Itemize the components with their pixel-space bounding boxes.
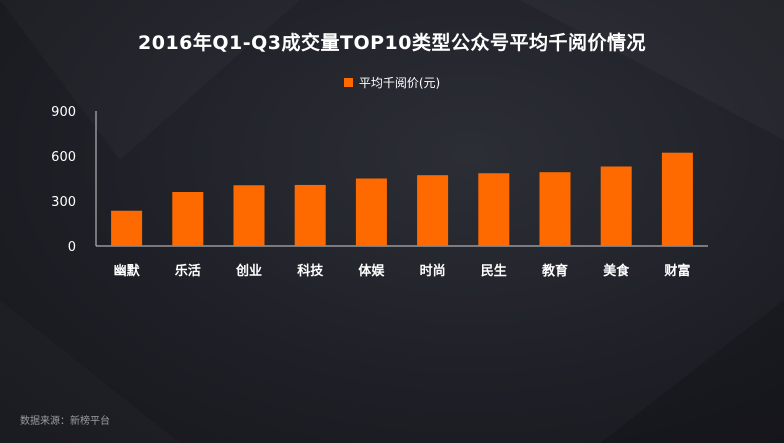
x-tick-label: 财富 [664,263,690,279]
bar-时尚 [417,175,449,246]
legend-label: 平均千阅价(元) [358,76,441,90]
bar-科技 [294,184,326,246]
x-tick-label: 体娱 [358,263,385,279]
x-tick-label: 创业 [235,263,262,279]
bar-体娱 [355,178,387,246]
legend: 平均千阅价(元) [0,74,784,91]
x-tick-label: 教育 [541,263,568,279]
bar-幽默 [111,210,143,246]
y-tick-label: 600 [51,150,76,165]
x-tick-label: 幽默 [114,263,141,279]
y-tick-label: 900 [51,105,76,120]
bar-民生 [478,173,510,246]
x-tick-label: 乐活 [175,263,201,279]
x-tick-label: 美食 [603,263,630,279]
chart-title: 2016年Q1-Q3成交量TOP10类型公众号平均千阅价情况 [138,32,646,54]
legend-swatch [343,78,353,87]
x-tick-label: 科技 [297,263,324,279]
bar-乐活 [172,192,204,246]
x-tick-label: 时尚 [420,263,446,279]
bar-教育 [539,172,571,246]
source-note: 数据来源：新榜平台 [20,416,110,427]
bar-财富 [661,152,693,246]
y-tick-label: 0 [68,240,76,255]
bar-美食 [600,166,632,246]
y-tick-label: 300 [51,195,76,210]
x-tick-label: 民生 [481,263,507,279]
bar-创业 [233,185,265,246]
